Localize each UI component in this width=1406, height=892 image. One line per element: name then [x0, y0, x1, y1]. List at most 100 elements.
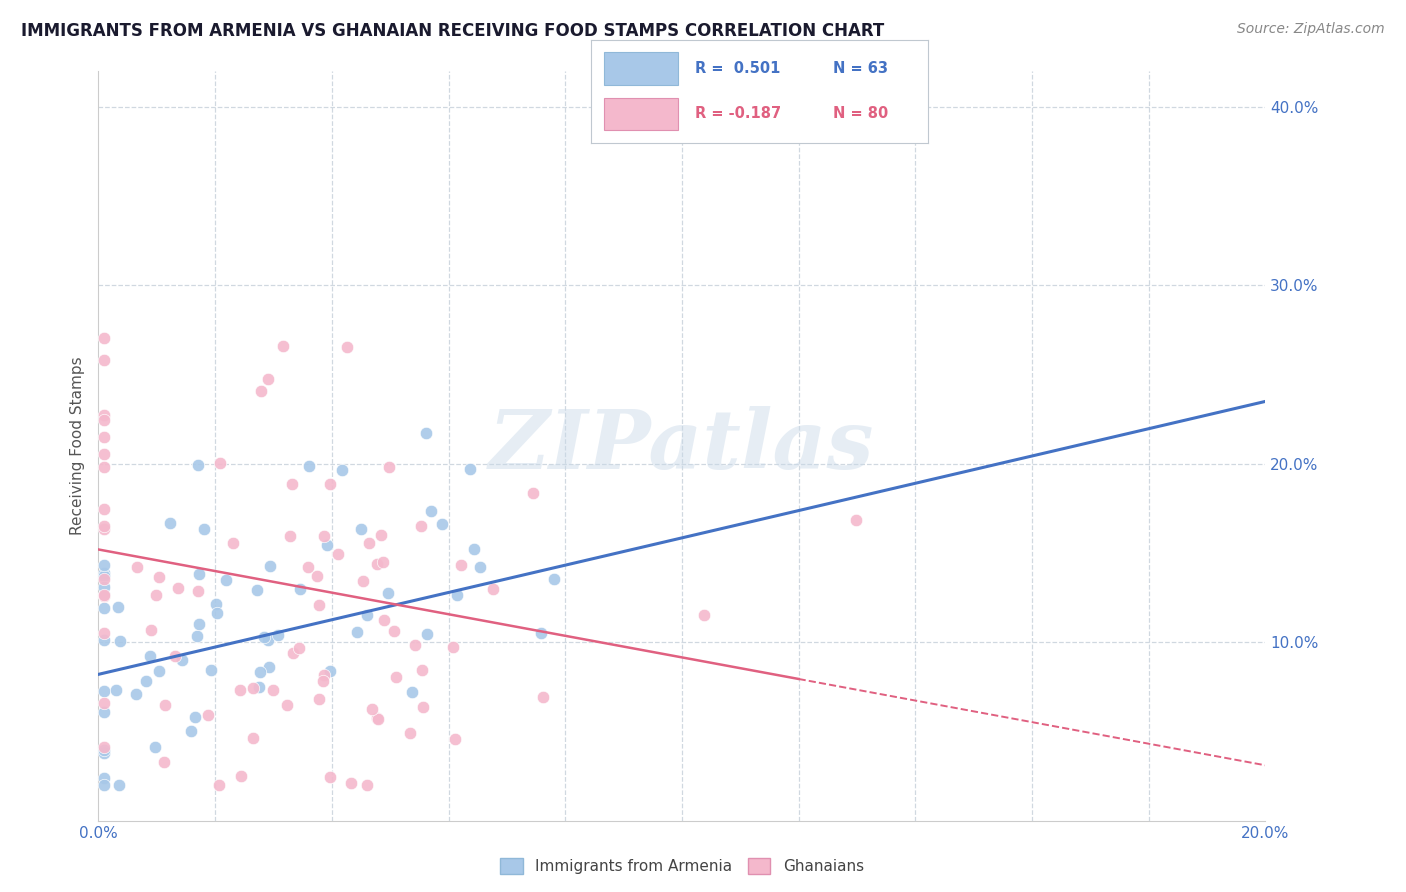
Bar — [605, 53, 678, 86]
Point — [246, 582, 269, 597]
Point — [187, 566, 209, 581]
Point — [271, 339, 294, 353]
Point — [373, 613, 395, 627]
Point — [93, 447, 115, 461]
Point — [357, 535, 380, 549]
Point — [108, 634, 131, 648]
Point — [336, 340, 359, 354]
Point — [125, 688, 148, 702]
Point — [148, 665, 170, 679]
Point — [215, 573, 238, 587]
Point — [93, 580, 115, 594]
Point — [305, 568, 328, 582]
Point — [370, 528, 392, 542]
Legend: Immigrants from Armenia, Ghanaians: Immigrants from Armenia, Ghanaians — [494, 852, 870, 880]
Point — [259, 558, 281, 573]
Point — [693, 608, 716, 623]
Text: R = -0.187: R = -0.187 — [695, 106, 782, 121]
Point — [180, 724, 202, 739]
Point — [298, 459, 321, 474]
Point — [326, 547, 349, 561]
Point — [432, 516, 454, 531]
Point — [463, 542, 485, 557]
Point — [382, 624, 405, 638]
Point — [257, 659, 280, 673]
Point — [93, 566, 115, 581]
Point — [93, 683, 115, 698]
Point — [280, 477, 302, 491]
Point — [314, 528, 336, 542]
Point — [450, 558, 472, 572]
Point — [352, 574, 374, 589]
Point — [458, 461, 481, 475]
Text: N = 80: N = 80 — [834, 106, 889, 121]
Point — [231, 769, 253, 783]
Point — [531, 690, 554, 704]
Point — [93, 600, 115, 615]
Point — [93, 742, 115, 756]
Point — [378, 460, 401, 475]
Point — [209, 456, 232, 470]
Point — [281, 647, 304, 661]
Point — [340, 776, 363, 790]
Point — [107, 599, 129, 614]
Point — [205, 606, 228, 620]
Text: R =  0.501: R = 0.501 — [695, 62, 780, 77]
Point — [367, 713, 389, 727]
Point — [262, 683, 284, 698]
Point — [316, 538, 339, 552]
Point — [412, 699, 434, 714]
Point — [208, 778, 231, 792]
Y-axis label: Receiving Food Stamps: Receiving Food Stamps — [69, 357, 84, 535]
Point — [187, 616, 209, 631]
Point — [346, 625, 368, 640]
Point — [415, 425, 437, 440]
Point — [193, 523, 215, 537]
Point — [187, 584, 209, 599]
Point — [138, 649, 160, 664]
Point — [377, 585, 399, 599]
Point — [415, 627, 437, 641]
Point — [93, 413, 115, 427]
Point — [330, 463, 353, 477]
Point — [366, 557, 388, 571]
Point — [93, 558, 115, 572]
Point — [242, 681, 264, 696]
Text: IMMIGRANTS FROM ARMENIA VS GHANAIAN RECEIVING FOOD STAMPS CORRELATION CHART: IMMIGRANTS FROM ARMENIA VS GHANAIAN RECE… — [21, 22, 884, 40]
Point — [197, 708, 219, 723]
Point — [481, 582, 503, 597]
Point — [170, 653, 193, 667]
Point — [153, 698, 176, 712]
Point — [356, 608, 378, 623]
Point — [443, 732, 465, 747]
Point — [530, 626, 553, 640]
Point — [446, 588, 468, 602]
Point — [319, 477, 342, 491]
Point — [319, 664, 342, 678]
Point — [184, 710, 207, 724]
Point — [143, 740, 166, 755]
Point — [145, 589, 167, 603]
Point — [148, 570, 170, 584]
Point — [288, 640, 311, 655]
Point — [127, 560, 149, 574]
Point — [385, 670, 408, 684]
Point — [93, 746, 115, 760]
Point — [93, 331, 115, 345]
Point — [93, 518, 115, 533]
Point — [411, 663, 433, 677]
Point — [93, 502, 115, 516]
Point — [249, 665, 271, 680]
Point — [543, 572, 565, 586]
Point — [308, 598, 330, 612]
Point — [278, 529, 301, 543]
Point — [312, 668, 335, 682]
Point — [93, 632, 115, 647]
Point — [845, 513, 868, 527]
Point — [441, 640, 464, 654]
Point — [93, 522, 115, 536]
Point — [297, 560, 319, 574]
Point — [257, 633, 280, 648]
Text: ZIPatlas: ZIPatlas — [489, 406, 875, 486]
Point — [399, 725, 422, 739]
